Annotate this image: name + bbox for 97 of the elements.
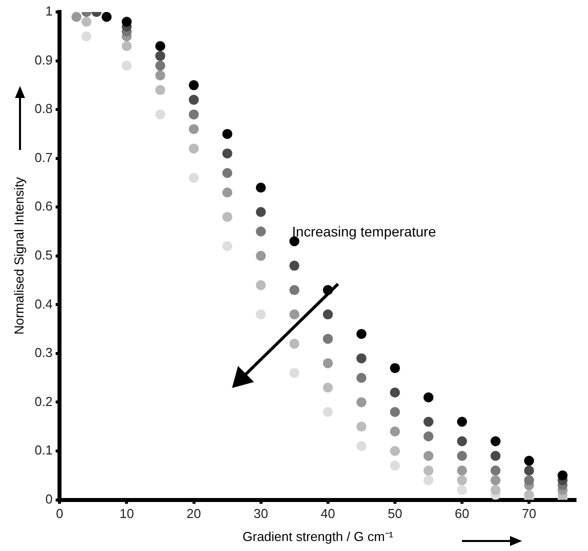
point (188, 124, 199, 134)
point (356, 422, 366, 432)
point (122, 16, 132, 27)
x-tick-label: 50 (388, 506, 402, 522)
point (188, 144, 199, 154)
point (524, 456, 534, 466)
point (457, 466, 468, 476)
point (256, 182, 266, 193)
point (289, 260, 300, 271)
point (490, 450, 501, 461)
point (390, 460, 400, 471)
point (188, 80, 199, 90)
point (102, 12, 112, 22)
point (155, 85, 166, 96)
point (256, 280, 266, 290)
point (155, 70, 166, 80)
point (390, 363, 400, 374)
point (356, 372, 366, 383)
point (289, 309, 300, 320)
x-tick-label: 10 (119, 506, 134, 522)
x-tick-label: 40 (320, 506, 336, 522)
point (322, 309, 333, 320)
point (322, 406, 333, 417)
point (222, 168, 232, 178)
point (155, 109, 166, 120)
point (322, 382, 333, 393)
point (188, 94, 199, 105)
point (356, 397, 366, 408)
y-tick-label: 0 (45, 491, 53, 506)
point (390, 387, 400, 398)
x-tick-label: 20 (186, 506, 202, 522)
point (222, 241, 232, 252)
point (155, 41, 166, 52)
y-tick-label: 0.7 (34, 150, 53, 165)
point (390, 406, 400, 417)
y-tick-label: 0.1 (34, 442, 53, 458)
point (322, 334, 333, 344)
point (81, 16, 92, 27)
x-tick-label: 60 (454, 506, 470, 522)
point (356, 328, 366, 339)
point (81, 31, 92, 42)
point (222, 128, 232, 139)
y-tick-label: 0.2 (34, 394, 53, 409)
point (490, 475, 501, 486)
point (457, 450, 468, 461)
point (423, 475, 434, 486)
point (457, 416, 468, 427)
point (490, 436, 501, 446)
point (524, 466, 534, 476)
point (71, 12, 82, 22)
point (256, 226, 266, 237)
point (423, 431, 434, 442)
point (256, 207, 266, 217)
point (122, 60, 132, 71)
y-tick-label: 0.4 (34, 296, 53, 312)
point (122, 41, 132, 52)
x-tick-label: 70 (522, 506, 536, 522)
point (256, 309, 266, 320)
point (457, 436, 468, 446)
point (423, 450, 434, 461)
y-tick-label: 0.8 (34, 101, 53, 116)
point (188, 172, 199, 183)
y-axis-title: Normalised Signal Intensity (11, 176, 26, 335)
point (188, 109, 199, 120)
point (390, 426, 400, 437)
point (524, 490, 534, 500)
point (457, 485, 468, 496)
point (256, 250, 266, 261)
point (289, 368, 300, 378)
point (457, 475, 468, 486)
point (490, 466, 501, 476)
point (222, 212, 232, 222)
point (558, 470, 568, 480)
x-axis-title: Gradient strength / G cm⁻¹ (242, 528, 394, 544)
y-tick-label: 1 (45, 4, 53, 19)
point (490, 485, 501, 496)
point (423, 392, 434, 402)
point (423, 466, 434, 476)
point (222, 148, 232, 158)
point (155, 50, 166, 61)
point (524, 475, 534, 486)
y-tick-label: 0.3 (34, 345, 53, 360)
point (423, 416, 434, 427)
point (289, 338, 300, 349)
y-tick-label: 0.5 (34, 247, 53, 262)
x-tick-label: 0 (56, 506, 64, 522)
annotation: Increasing temperature (292, 223, 436, 240)
x-tick-label: 30 (254, 506, 268, 522)
point (356, 441, 366, 452)
point (289, 285, 300, 296)
y-tick-label: 0.9 (34, 52, 53, 68)
point (222, 187, 232, 198)
point (390, 446, 400, 456)
y-tick-label: 0.6 (34, 198, 53, 214)
point (356, 353, 366, 364)
point (155, 60, 166, 71)
point (322, 358, 333, 368)
